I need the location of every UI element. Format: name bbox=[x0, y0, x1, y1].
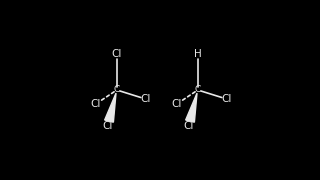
Text: Cl: Cl bbox=[112, 49, 122, 59]
Text: Cl: Cl bbox=[184, 121, 194, 131]
Text: C: C bbox=[195, 86, 201, 94]
Text: Cl: Cl bbox=[90, 99, 100, 109]
Text: C: C bbox=[114, 86, 120, 94]
Polygon shape bbox=[105, 93, 116, 122]
Polygon shape bbox=[186, 93, 197, 122]
Text: H: H bbox=[194, 49, 202, 59]
Text: Cl: Cl bbox=[171, 99, 181, 109]
Text: Cl: Cl bbox=[140, 94, 151, 104]
Text: Cl: Cl bbox=[103, 121, 113, 131]
Text: Cl: Cl bbox=[221, 94, 232, 104]
